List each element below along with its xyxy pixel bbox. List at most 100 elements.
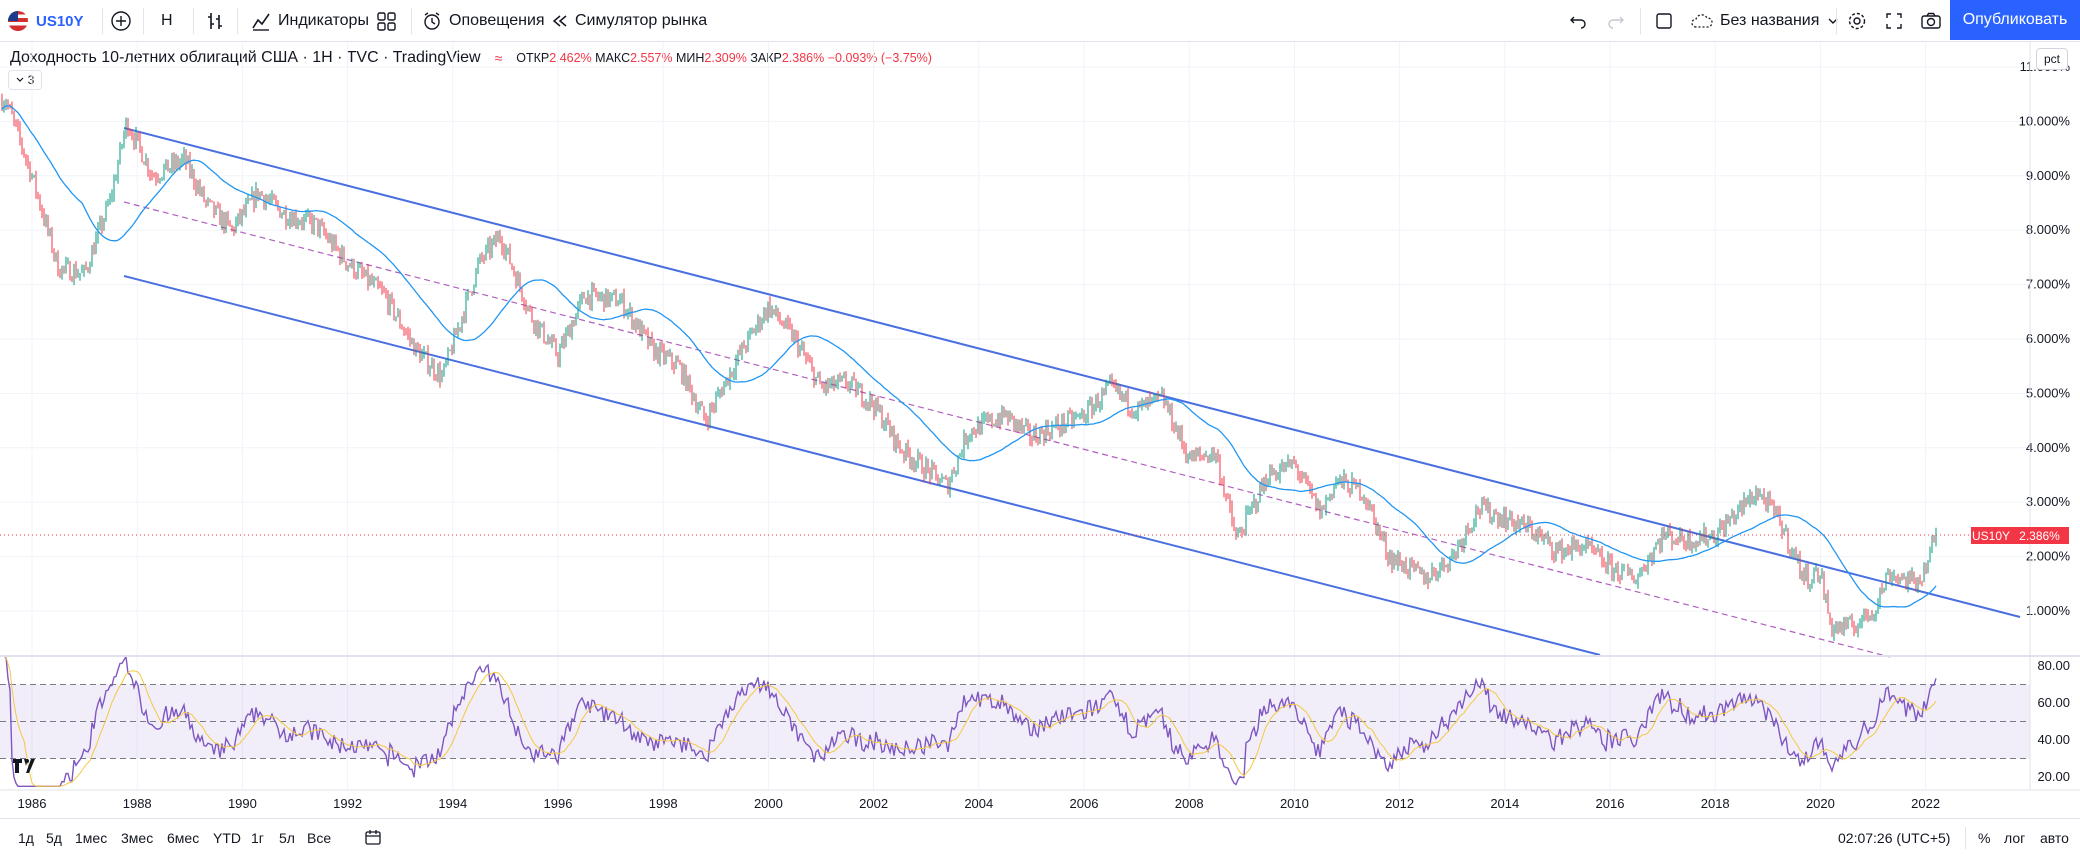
time-tick-label: 2004 bbox=[964, 796, 993, 811]
chevron-down-icon bbox=[16, 77, 24, 82]
price-tick-label: 4.000% bbox=[2026, 440, 2071, 455]
tradingview-logo[interactable] bbox=[12, 757, 38, 777]
divider bbox=[1640, 8, 1641, 34]
bars-icon bbox=[208, 13, 222, 29]
price-tick-label: 1.000% bbox=[2026, 603, 2071, 618]
undo-icon bbox=[1570, 16, 1586, 29]
range-button[interactable]: 1д bbox=[18, 830, 34, 846]
range-button[interactable]: 5л bbox=[279, 830, 295, 846]
ohlc-values: ОТКР2.462% МАКС2.557% МИН2.309% ЗАКР2.38… bbox=[516, 51, 932, 65]
range-button[interactable]: 3мес bbox=[121, 830, 154, 846]
camera-icon bbox=[1921, 12, 1941, 29]
price-tick-label: 6.000% bbox=[2026, 331, 2071, 346]
log-label: лог bbox=[2004, 830, 2026, 846]
time-tick-label: 2000 bbox=[754, 796, 783, 811]
range-button[interactable]: 1г bbox=[251, 830, 264, 846]
alarm-clock-icon bbox=[424, 12, 440, 30]
indicators-button[interactable]: Индикаторы bbox=[250, 0, 369, 42]
time-tick-label: 2006 bbox=[1070, 796, 1099, 811]
time-tick-label: 1986 bbox=[18, 796, 47, 811]
templates-button[interactable] bbox=[375, 0, 397, 42]
percent-label: % bbox=[1978, 830, 1991, 846]
indicator-count: 3 bbox=[27, 73, 35, 87]
bottom-toolbar: 1д 5д 1мес 3мес 6мес YTD 1г 5л Все 02:07:26 (UTC… bbox=[0, 818, 2080, 857]
price-tick-label: 5.000% bbox=[2026, 385, 2071, 400]
alerts-label: Оповещения bbox=[449, 12, 545, 29]
time-tick-label: 1990 bbox=[228, 796, 257, 811]
settings-button[interactable] bbox=[1846, 0, 1868, 42]
replay-button[interactable]: Симулятор рынка bbox=[551, 0, 707, 42]
close-value: 2.386% bbox=[781, 51, 825, 65]
rsi-tick-label: 20.00 bbox=[2037, 769, 2070, 784]
symbol-price-tag: US10Y bbox=[1971, 527, 2011, 544]
chart-legend: Доходность 10-летних облигаций США · 1H … bbox=[10, 46, 932, 70]
range-button[interactable]: 6мес bbox=[167, 830, 200, 846]
change-value: −0.093% (−3.75%) bbox=[827, 51, 932, 65]
time-tick-label: 2002 bbox=[859, 796, 888, 811]
price-tick-label: 8.000% bbox=[2026, 222, 2071, 237]
price-tick-label: 2.000% bbox=[2026, 549, 2071, 564]
compare-button[interactable] bbox=[110, 0, 132, 42]
price-axis[interactable]: 11.000%10.000%9.000%8.000%7.000%6.000%5.… bbox=[2019, 59, 2071, 618]
divider bbox=[143, 8, 144, 34]
time-tick-label: 1992 bbox=[333, 796, 362, 811]
time-tick-label: 1996 bbox=[544, 796, 573, 811]
scale-mode-button[interactable]: pct bbox=[2036, 48, 2068, 70]
cloud-icon bbox=[1691, 14, 1713, 28]
symbol-search[interactable]: US10Y bbox=[8, 0, 84, 42]
percent-toggle[interactable]: % bbox=[1978, 819, 1990, 857]
log-toggle[interactable]: лог bbox=[2004, 819, 2025, 857]
rsi-tick-label: 80.00 bbox=[2037, 658, 2070, 673]
high-label: МАКС bbox=[595, 51, 631, 65]
goto-date-button[interactable] bbox=[364, 819, 382, 857]
fullscreen-select-button[interactable] bbox=[1654, 0, 1674, 42]
time-tick-label: 2018 bbox=[1701, 796, 1730, 811]
redo-button[interactable] bbox=[1606, 0, 1626, 42]
legend-collapse-button[interactable]: 3 bbox=[8, 70, 42, 90]
time-tick-label: 2016 bbox=[1596, 796, 1625, 811]
divider bbox=[102, 8, 103, 34]
chart-type-button[interactable] bbox=[204, 0, 226, 42]
expand-icon bbox=[1886, 13, 1902, 29]
open-value: 2.462% bbox=[549, 51, 592, 65]
tradingview-logo-icon bbox=[13, 759, 35, 773]
price-tick-label: 7.000% bbox=[2026, 277, 2071, 292]
divider bbox=[193, 8, 194, 34]
plus-circle-icon bbox=[111, 11, 131, 31]
time-tick-label: 2010 bbox=[1280, 796, 1309, 811]
publish-button[interactable]: Опубликовать bbox=[1950, 0, 2080, 40]
chart-title: Доходность 10-летних облигаций США · 1H … bbox=[10, 49, 481, 66]
alerts-button[interactable]: Оповещения bbox=[421, 0, 545, 42]
calendar-icon bbox=[365, 830, 381, 845]
interval-button[interactable]: H bbox=[161, 0, 173, 42]
layout-name: Без названия bbox=[1720, 12, 1820, 29]
fullscreen-button[interactable] bbox=[1884, 0, 1904, 42]
screenshot-button[interactable] bbox=[1920, 0, 1942, 42]
top-toolbar: US10Y H Индикаторы Оповещения Симулятор … bbox=[0, 0, 2080, 42]
channel-lower-line[interactable] bbox=[123, 275, 1601, 656]
time-axis[interactable]: 1986 1988 1990 1992 1994 1996 1998 2000 2002 2004… bbox=[18, 796, 1941, 811]
price-tick-label: 9.000% bbox=[2026, 168, 2071, 183]
divider bbox=[411, 8, 412, 34]
indicators-label: Индикаторы bbox=[278, 12, 369, 29]
current-price-label: 2.386% bbox=[2019, 528, 2060, 543]
grid-icon bbox=[377, 12, 396, 31]
rewind-icon bbox=[552, 15, 567, 27]
redo-icon bbox=[1608, 16, 1624, 29]
channel-upper-line[interactable] bbox=[123, 127, 2021, 618]
clock[interactable]: 02:07:26 (UTC+5) bbox=[1838, 819, 1950, 857]
rsi-axis[interactable]: 80.00 60.00 40.00 20.00 bbox=[2037, 658, 2070, 784]
channel-drawing[interactable] bbox=[123, 127, 2021, 658]
undo-button[interactable] bbox=[1568, 0, 1588, 42]
range-button[interactable]: YTD bbox=[213, 830, 241, 846]
indicators-icon bbox=[252, 13, 270, 31]
range-button[interactable]: 5д bbox=[46, 830, 62, 846]
time-tick-label: 2020 bbox=[1806, 796, 1835, 811]
symbol-tag-label: US10Y bbox=[1971, 528, 2011, 543]
rsi-tick-label: 40.00 bbox=[2037, 732, 2070, 747]
channel-median-line bbox=[123, 201, 1891, 658]
range-button[interactable]: Все bbox=[307, 830, 332, 846]
range-button[interactable]: 1мес bbox=[75, 830, 108, 846]
auto-toggle[interactable]: авто bbox=[2040, 819, 2069, 857]
